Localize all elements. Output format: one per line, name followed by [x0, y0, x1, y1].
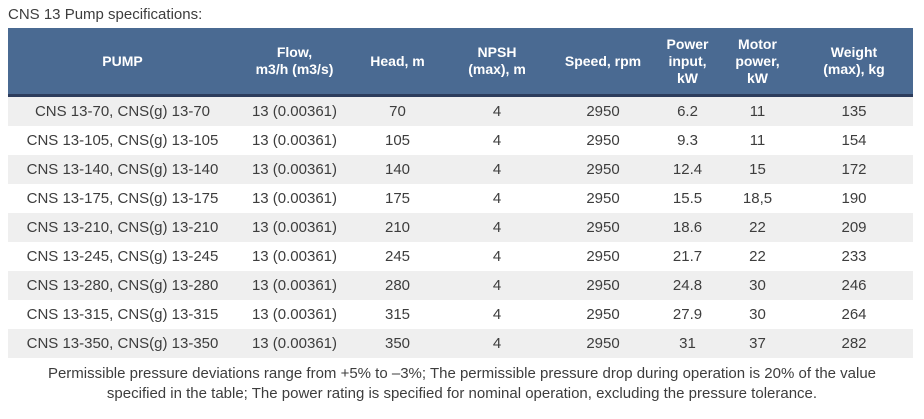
table-cell: 9.3 — [677, 132, 698, 149]
column-header: Weight (max), kg — [795, 28, 913, 97]
table-cell: 140 — [384, 161, 411, 178]
table-cell: 13 (0.00361) — [251, 335, 338, 352]
table-cell: CNS 13-70, CNS(g) 13-70 — [34, 103, 211, 120]
table-cell: 4 — [492, 103, 502, 120]
table-cell: 190 — [841, 190, 867, 207]
table-cell: 13 (0.00361) — [251, 190, 338, 207]
table-cell: 31 — [679, 335, 696, 352]
table-cell: 175 — [384, 190, 411, 207]
column-header: Head, m — [352, 28, 443, 97]
table-row: CNS 13-70, CNS(g) 13-70 13 (0.00361) 70 4 29… — [8, 95, 913, 126]
table-cell: 22 — [749, 219, 766, 236]
table-cell: 13 (0.00361) — [251, 306, 338, 323]
table-cell: 2950 — [586, 161, 620, 178]
table-cell: 280 — [384, 277, 411, 294]
table-cell: 13 (0.00361) — [251, 248, 338, 265]
table-cell: CNS 13-245, CNS(g) 13-245 — [26, 248, 219, 265]
table-cell: 154 — [841, 132, 867, 149]
table-cell: 4 — [492, 161, 502, 178]
table-row: CNS 13-210, CNS(g) 13-210 13 (0.00361) 210… — [8, 213, 913, 242]
footnote: Permissible pressure deviations range fr… — [47, 365, 877, 402]
table-cell: 4 — [492, 219, 502, 236]
column-header: Power input, kW — [655, 28, 720, 97]
column-header: NPSH (max), m — [443, 28, 551, 97]
table-cell: 13 (0.00361) — [251, 103, 338, 120]
table-cell: CNS 13-280, CNS(g) 13-280 — [26, 277, 219, 294]
table-cell: 30 — [749, 306, 766, 323]
table-row: CNS 13-175, CNS(g) 13-175 13 (0.00361) 175… — [8, 184, 913, 213]
table-cell: 4 — [492, 132, 502, 149]
table-row: CNS 13-105, CNS(g) 13-105 13 (0.00361) 105… — [8, 126, 913, 155]
table-cell: 11 — [749, 103, 766, 120]
table-cell: 2950 — [586, 219, 620, 236]
header-row: PUMP Flow, m3/h (m3/s) Head, m NPSH (max), … — [8, 28, 913, 97]
table-cell: 233 — [841, 248, 867, 265]
column-header: PUMP — [8, 28, 237, 97]
table-cell: 2950 — [586, 132, 620, 149]
table-cell: 2950 — [586, 190, 620, 207]
table-cell: 2950 — [586, 277, 620, 294]
table-cell: 6.2 — [677, 103, 698, 120]
table-cell: 2950 — [586, 335, 620, 352]
table-cell: 105 — [384, 132, 411, 149]
table-cell: 22 — [749, 248, 766, 265]
table-body: CNS 13-70, CNS(g) 13-70 13 (0.00361) 70 4 29… — [8, 95, 913, 358]
table-row: CNS 13-315, CNS(g) 13-315 13 (0.00361) 315… — [8, 300, 913, 329]
table-cell: CNS 13-350, CNS(g) 13-350 — [26, 335, 219, 352]
table-cell: 37 — [749, 335, 766, 352]
table-cell: 24.8 — [672, 277, 703, 294]
table-cell: 2950 — [586, 306, 620, 323]
table-cell: 246 — [841, 277, 867, 294]
table-cell: 315 — [384, 306, 411, 323]
table-cell: 13 (0.00361) — [251, 132, 338, 149]
table-cell: 135 — [841, 103, 867, 120]
table-row: CNS 13-280, CNS(g) 13-280 13 (0.00361) 280… — [8, 271, 913, 300]
table-cell: 4 — [492, 335, 502, 352]
table-cell: 27.9 — [672, 306, 703, 323]
table-cell: 70 — [389, 103, 406, 120]
table-cell: 11 — [749, 132, 766, 149]
table-cell: 21.7 — [672, 248, 703, 265]
table-cell: 30 — [749, 277, 766, 294]
table-cell: 15.5 — [672, 190, 703, 207]
table-cell: 15 — [749, 161, 766, 178]
table-cell: 209 — [841, 219, 867, 236]
table-cell: 13 (0.00361) — [251, 161, 338, 178]
pump-spec-table: PUMP Flow, m3/h (m3/s) Head, m NPSH (max), … — [8, 28, 913, 358]
table-cell: 210 — [384, 219, 411, 236]
table-cell: 172 — [841, 161, 867, 178]
column-header: Speed, rpm — [551, 28, 655, 97]
table-cell: 2950 — [586, 248, 620, 265]
column-header: Motor power, kW — [720, 28, 795, 97]
table-cell: 12.4 — [672, 161, 703, 178]
table-cell: CNS 13-175, CNS(g) 13-175 — [26, 190, 219, 207]
table-cell: 282 — [841, 335, 867, 352]
table-cell: 350 — [384, 335, 411, 352]
table-cell: 4 — [492, 306, 502, 323]
table-cell: 18,5 — [742, 190, 773, 207]
column-header: Flow, m3/h (m3/s) — [237, 28, 352, 97]
table-row: CNS 13-140, CNS(g) 13-140 13 (0.00361) 140… — [8, 155, 913, 184]
table-cell: 245 — [384, 248, 411, 265]
table-cell: 264 — [841, 306, 867, 323]
table-cell: 13 (0.00361) — [251, 277, 338, 294]
table-row: CNS 13-245, CNS(g) 13-245 13 (0.00361) 245… — [8, 242, 913, 271]
table-cell: CNS 13-140, CNS(g) 13-140 — [26, 161, 219, 178]
table-header: PUMP Flow, m3/h (m3/s) Head, m NPSH (max), … — [8, 28, 913, 97]
table-cell: 13 (0.00361) — [251, 219, 338, 236]
table-cell: 4 — [492, 277, 502, 294]
table-row: CNS 13-350, CNS(g) 13-350 13 (0.00361) 350… — [8, 329, 913, 358]
table-cell: 18.6 — [672, 219, 703, 236]
page-title: CNS 13 Pump specifications: — [8, 6, 203, 23]
table-cell: 4 — [492, 190, 502, 207]
table-cell: 4 — [492, 248, 502, 265]
table-cell: CNS 13-315, CNS(g) 13-315 — [26, 306, 219, 323]
table-cell: CNS 13-210, CNS(g) 13-210 — [26, 219, 219, 236]
table-cell: CNS 13-105, CNS(g) 13-105 — [26, 132, 219, 149]
table-cell: 2950 — [586, 103, 620, 120]
